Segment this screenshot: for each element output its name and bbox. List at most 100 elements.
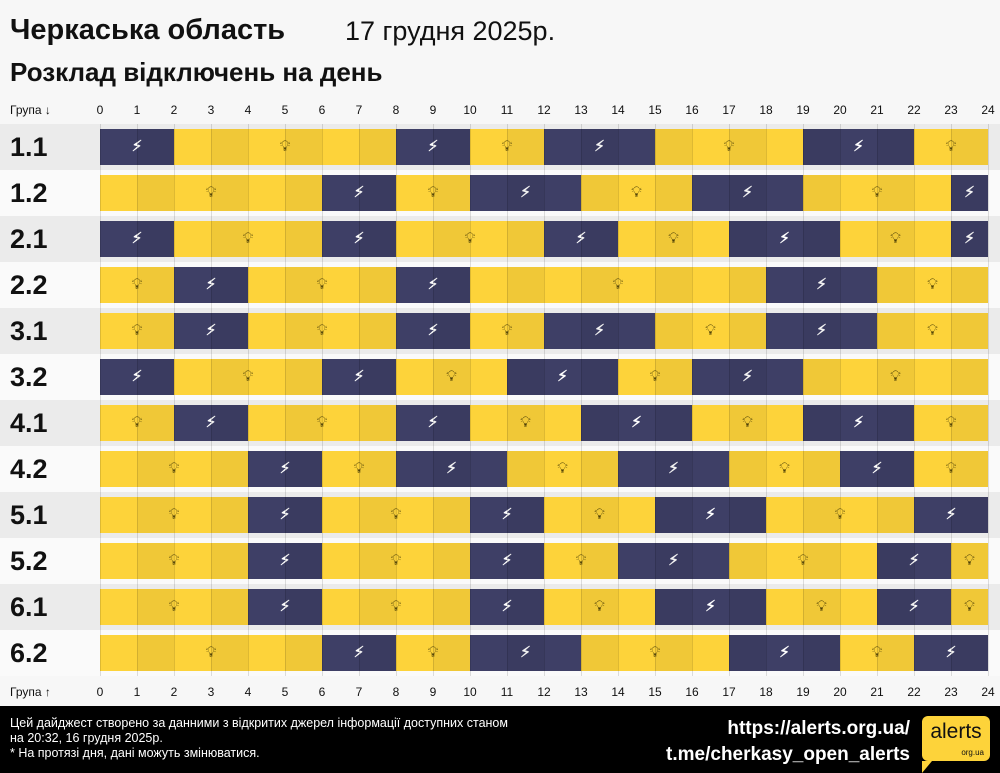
- hour-gridline: [803, 124, 804, 676]
- website-link[interactable]: https://alerts.org.ua/: [727, 718, 910, 739]
- hour-gridline: [174, 124, 175, 676]
- power-off-segment: [470, 543, 544, 579]
- power-on-segment: [914, 129, 988, 165]
- power-off-icon: ⚡︎: [853, 414, 864, 431]
- lightbulb-icon: 💡︎: [779, 460, 790, 477]
- power-off-segment: [322, 359, 396, 395]
- hour-gridline: [248, 124, 249, 676]
- power-on-segment: [322, 543, 470, 579]
- power-off-segment: [396, 451, 507, 487]
- power-on-segment: [248, 313, 396, 349]
- power-on-segment: [618, 221, 729, 257]
- power-off-icon: ⚡︎: [353, 644, 365, 661]
- power-off-icon: ⚡︎: [742, 184, 753, 201]
- group-row: 2.2 💡︎ ⚡︎ 💡︎ ⚡︎ 💡︎ ⚡︎ 💡︎: [0, 262, 1000, 308]
- lightbulb-icon: 💡︎: [927, 276, 938, 293]
- power-off-icon: ⚡︎: [964, 184, 975, 201]
- lightbulb-icon: 💡︎: [316, 414, 328, 431]
- hour-tick: 20: [833, 103, 847, 117]
- lightbulb-icon: 💡︎: [945, 414, 957, 431]
- power-off-icon: ⚡︎: [501, 552, 513, 569]
- lightbulb-icon: 💡︎: [649, 368, 661, 385]
- power-off-icon: ⚡︎: [446, 460, 457, 477]
- power-off-segment: [692, 359, 803, 395]
- hour-tick: 16: [685, 103, 699, 117]
- power-off-icon: ⚡︎: [945, 644, 957, 661]
- power-off-icon: ⚡︎: [705, 506, 716, 523]
- power-on-segment: [248, 267, 396, 303]
- hour-tick: 13: [574, 103, 588, 117]
- hour-gridline: [618, 124, 619, 676]
- lightbulb-icon: 💡︎: [631, 184, 642, 201]
- hour-tick: 1: [133, 685, 141, 699]
- lightbulb-icon: 💡︎: [501, 138, 513, 155]
- power-on-segment: [581, 175, 692, 211]
- power-off-icon: ⚡︎: [353, 184, 365, 201]
- telegram-link[interactable]: t.me/cherkasy_open_alerts: [666, 744, 910, 765]
- hour-tick: 18: [759, 685, 773, 699]
- hour-gridline: [877, 124, 878, 676]
- hour-tick: 18: [759, 103, 773, 117]
- power-on-segment: [322, 451, 396, 487]
- power-off-segment: [470, 635, 581, 671]
- power-off-icon: ⚡︎: [131, 230, 143, 247]
- lightbulb-icon: 💡︎: [890, 230, 901, 247]
- group-label: 4.1: [10, 408, 48, 438]
- power-off-segment: [507, 359, 618, 395]
- disclaimer-note: * На протязі дня, дані можуть змінюватис…: [10, 746, 260, 760]
- power-off-segment: [470, 497, 544, 533]
- lightbulb-icon: 💡︎: [427, 184, 439, 201]
- power-off-icon: ⚡︎: [353, 368, 365, 385]
- power-off-segment: [322, 221, 396, 257]
- lightbulb-icon: 💡︎: [168, 506, 180, 523]
- logo-text: alerts: [930, 720, 982, 743]
- hour-gridline: [396, 124, 397, 676]
- lightbulb-icon: 💡︎: [816, 598, 827, 615]
- hour-gridline: [581, 124, 582, 676]
- lightbulb-icon: 💡︎: [797, 552, 809, 569]
- source-note: Цей дайджест створено за данними з відкр…: [10, 716, 508, 745]
- power-off-segment: [877, 543, 951, 579]
- power-off-icon: ⚡︎: [668, 552, 679, 569]
- hour-gridline: [100, 124, 101, 676]
- power-on-segment: [766, 497, 914, 533]
- power-off-segment: [174, 313, 248, 349]
- lightbulb-icon: 💡︎: [834, 506, 846, 523]
- power-off-segment: [100, 221, 174, 257]
- power-off-segment: [174, 267, 248, 303]
- power-off-icon: ⚡︎: [427, 322, 439, 339]
- power-off-segment: [470, 589, 544, 625]
- hour-tick: 23: [944, 685, 958, 699]
- hour-tick: 4: [244, 685, 252, 699]
- power-on-segment: [322, 497, 470, 533]
- power-on-segment: [951, 589, 988, 625]
- power-off-segment: [618, 451, 729, 487]
- power-on-segment: [618, 359, 692, 395]
- group-row: 4.2 💡︎ ⚡︎ 💡︎ ⚡︎ 💡︎ ⚡︎ 💡︎ ⚡︎ 💡︎: [0, 446, 1000, 492]
- lightbulb-icon: 💡︎: [205, 184, 217, 201]
- lightbulb-icon: 💡︎: [316, 322, 328, 339]
- hour-tick: 12: [537, 103, 551, 117]
- logo-subtext: org.ua: [961, 748, 984, 757]
- hour-tick: 20: [833, 685, 847, 699]
- footer-notes: Цей дайджест створено за данними з відкр…: [10, 716, 510, 761]
- power-on-segment: [655, 129, 803, 165]
- power-off-icon: ⚡︎: [908, 598, 920, 615]
- power-on-segment: [100, 175, 322, 211]
- power-off-segment: [396, 129, 470, 165]
- hour-tick: 1: [133, 103, 141, 117]
- hour-gridline: [840, 124, 841, 676]
- power-on-segment: [470, 267, 766, 303]
- hour-tick: 4: [244, 103, 252, 117]
- hour-tick: 6: [318, 685, 326, 699]
- group-label: 5.2: [10, 546, 48, 576]
- power-off-segment: [729, 635, 840, 671]
- power-off-icon: ⚡︎: [594, 138, 605, 155]
- hour-tick: 3: [207, 685, 215, 699]
- power-off-segment: [248, 589, 322, 625]
- power-on-segment: [692, 405, 803, 441]
- power-off-segment: [766, 267, 877, 303]
- power-off-icon: ⚡︎: [205, 322, 217, 339]
- hour-tick: 10: [463, 685, 477, 699]
- lightbulb-icon: 💡︎: [705, 322, 716, 339]
